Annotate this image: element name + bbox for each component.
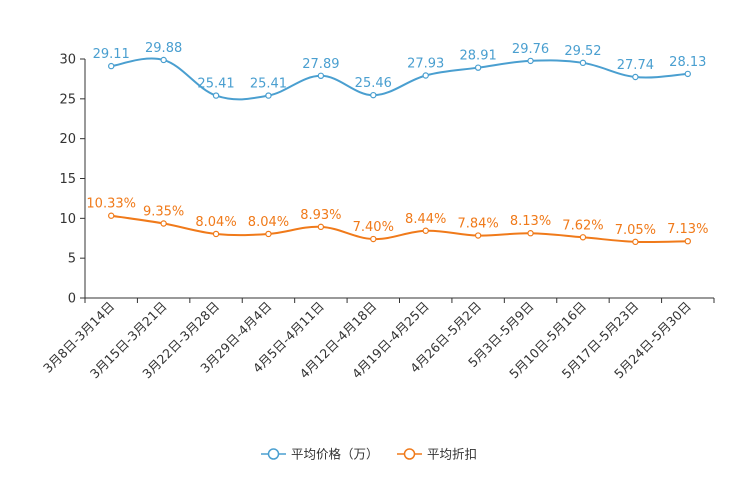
data-point[interactable]	[527, 230, 534, 237]
series-1: 10.33% 9.35% 8.04% 8.04% 8.93% 7.40% 8.44% 7.84…	[86, 197, 708, 246]
data-point[interactable]	[579, 59, 587, 67]
data-point[interactable]	[684, 70, 691, 78]
data-point[interactable]	[474, 232, 482, 239]
data-point[interactable]	[317, 223, 325, 231]
data-point[interactable]	[370, 235, 377, 243]
data-point[interactable]	[265, 230, 272, 238]
data-label: 7.62%	[562, 218, 603, 233]
data-label: 29.76	[512, 42, 549, 57]
data-point[interactable]	[422, 227, 429, 234]
data-label: 8.04%	[195, 215, 236, 230]
y-tick-label: 30	[59, 53, 76, 68]
data-point[interactable]	[160, 220, 167, 227]
data-label: 8.13%	[510, 214, 551, 229]
data-label: 28.13	[669, 55, 706, 70]
y-tick-label: 25	[59, 92, 76, 107]
data-point[interactable]	[160, 56, 167, 64]
data-label: 28.91	[460, 49, 497, 64]
data-label: 27.89	[302, 57, 339, 72]
legend-item-0[interactable]: 平均价格（万）	[261, 447, 379, 462]
data-label: 27.93	[407, 56, 444, 71]
y-tick-label: 15	[59, 172, 76, 187]
data-label: 9.35%	[143, 205, 184, 220]
y-tick-label: 5	[68, 252, 76, 267]
data-label: 25.41	[197, 77, 234, 92]
x-axis: 3月8日-3月14日3月15日-3月21日3月22日-3月28日3月29日-4月…	[40, 297, 715, 381]
legend-label: 平均折扣	[427, 447, 477, 462]
data-label: 7.40%	[353, 220, 394, 235]
data-label: 25.46	[355, 76, 392, 91]
legend-label: 平均价格（万）	[291, 447, 379, 462]
data-label: 8.04%	[248, 215, 289, 230]
data-point[interactable]	[212, 230, 220, 238]
legend-item-1[interactable]: 平均折扣	[397, 447, 477, 462]
data-point[interactable]	[108, 62, 115, 70]
series-0: 29.11 29.88 25.41 25.41 27.89 25.46 27.93 28.91…	[93, 41, 706, 101]
data-point[interactable]	[632, 73, 639, 81]
y-tick-label: 20	[59, 132, 76, 147]
data-point[interactable]	[527, 57, 534, 65]
data-point[interactable]	[317, 72, 325, 80]
data-label: 29.11	[93, 47, 130, 62]
data-point[interactable]	[474, 64, 482, 71]
data-label: 8.44%	[405, 212, 446, 227]
data-point[interactable]	[422, 72, 429, 79]
series-layer: 29.11 29.88 25.41 25.41 27.89 25.46 27.93 28.91…	[86, 41, 708, 246]
data-point[interactable]	[265, 92, 272, 99]
y-tick-label: 10	[59, 212, 76, 227]
data-label: 7.05%	[615, 223, 656, 238]
data-point[interactable]	[684, 237, 691, 245]
y-tick-label: 0	[68, 292, 76, 307]
legend[interactable]: 平均价格（万） 平均折扣	[261, 447, 477, 462]
legend-circle-icon	[267, 448, 280, 460]
data-point[interactable]	[632, 238, 639, 246]
data-label: 7.84%	[457, 217, 498, 232]
data-point[interactable]	[212, 92, 220, 99]
data-label: 29.88	[145, 41, 182, 56]
data-label: 29.52	[564, 44, 601, 59]
data-label: 27.74	[617, 58, 654, 73]
data-label: 10.33%	[86, 197, 136, 212]
data-point[interactable]	[579, 234, 587, 241]
data-label: 7.13%	[667, 222, 708, 237]
legend-circle-icon	[403, 448, 416, 460]
series-line	[111, 214, 688, 244]
y-axis: 0 5 10 15 20 25 30	[59, 53, 86, 307]
series-line	[111, 57, 688, 101]
data-point[interactable]	[108, 212, 115, 219]
data-label: 8.93%	[300, 208, 341, 223]
data-point[interactable]	[370, 91, 377, 99]
data-label: 25.41	[250, 77, 287, 92]
